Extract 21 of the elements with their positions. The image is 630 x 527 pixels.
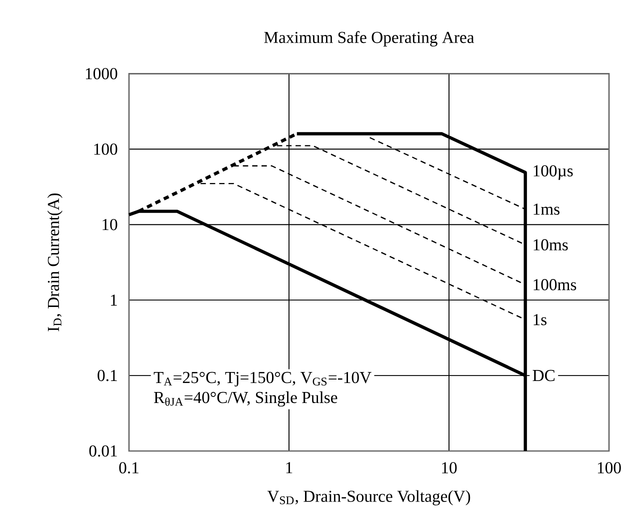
y-tick-label: 1000 [86, 68, 118, 80]
x-axis-title: V$_{SD}$, Drain-Source Voltage(V) [267, 490, 470, 506]
series-label: 100ms [534, 279, 576, 290]
annotation: R$_{θJA}$=40°C/W, Single Pulse [154, 391, 338, 407]
y-tick-label: 1 [110, 294, 117, 306]
x-tick-label: 100 [598, 462, 621, 474]
y-tick-label: 0.1 [98, 370, 117, 382]
series-label: 1s [534, 314, 546, 326]
series-label: 10ms [534, 239, 568, 250]
series-label: 100µs [534, 165, 573, 180]
x-tick-label: 10 [442, 462, 457, 474]
y-axis-title: I$_{D}$, Drain Current(A) [47, 194, 62, 332]
x-tick-label: 1 [286, 462, 292, 474]
y-tick-label: 0.01 [89, 445, 117, 457]
series-label: 1ms [534, 204, 560, 215]
series-label: DC [532, 370, 555, 382]
x-tick-label: 0.1 [119, 462, 138, 474]
y-tick-label: 10 [102, 218, 118, 230]
y-tick-label: 100 [94, 144, 118, 155]
chart-title: Maximum Safe Operating Area [264, 31, 474, 47]
annotation: T$_{A}$=25°C, Tj=150°C, V$_{GS}$=-10V [154, 372, 372, 387]
